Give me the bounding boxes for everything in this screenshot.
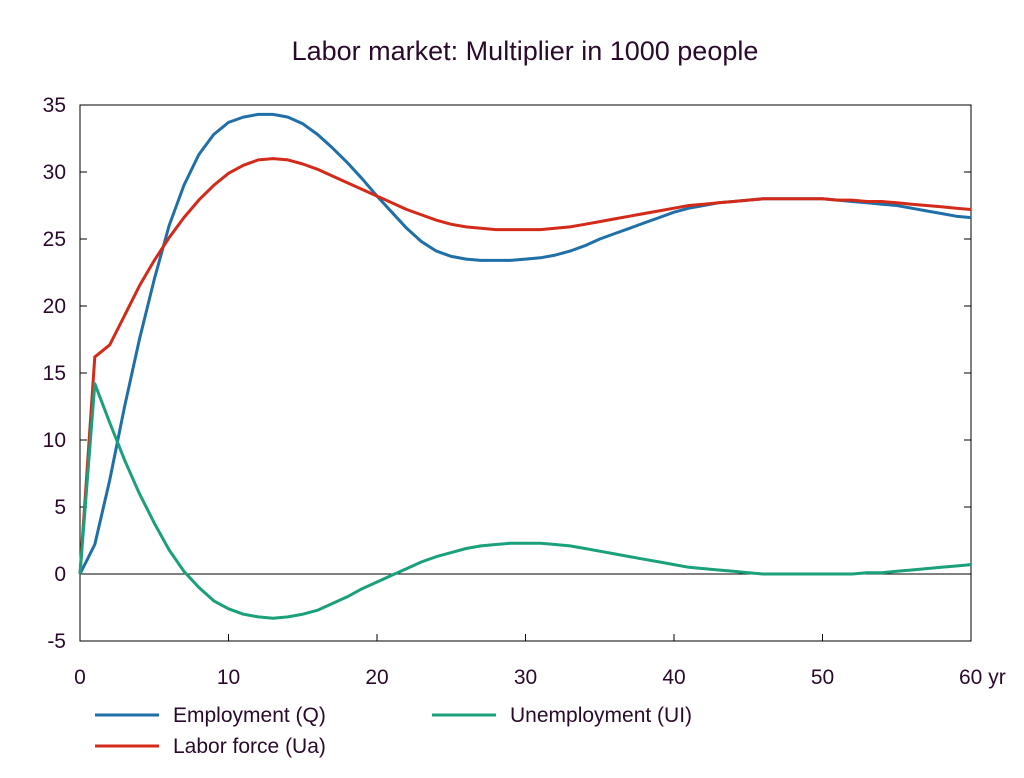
x-tick-label: 10 <box>217 666 240 689</box>
y-tick-label: 35 <box>43 94 66 117</box>
x-tick-label: 40 <box>662 666 685 689</box>
x-tick-label: 20 <box>365 666 388 689</box>
chart-title: Labor market: Multiplier in 1000 people <box>292 36 759 66</box>
series-lines <box>78 112 972 620</box>
legend-label: Unemployment (UI) <box>510 704 692 727</box>
x-axis: 0 10 20 30 40 50 60 yr <box>74 634 1006 689</box>
y-tick-label: 0 <box>54 563 66 586</box>
legend-label: Employment (Q) <box>173 704 326 727</box>
y-tick-label: 30 <box>43 161 66 184</box>
y-tick-label: 25 <box>43 228 66 251</box>
series-line-1 <box>78 112 972 575</box>
series-line-3 <box>78 382 972 620</box>
x-tick-label: 30 <box>514 666 537 689</box>
y-tick-label: 15 <box>43 362 66 385</box>
series-line-2 <box>78 157 972 575</box>
y-tick-label: 20 <box>43 295 66 318</box>
y-tick-label: 10 <box>43 429 66 452</box>
legend-label: Labor force (Ua) <box>173 735 326 758</box>
legend: Employment (Q) Labor force (Ua) Unemployme… <box>95 704 692 758</box>
x-tick-label: 50 <box>811 666 834 689</box>
x-tick-label: 0 <box>74 666 86 689</box>
x-tick-label: 60 yr <box>959 666 1006 689</box>
y-tick-label: 5 <box>54 496 66 519</box>
y-tick-label: -5 <box>47 630 66 653</box>
y-axis: -5 0 5 10 15 20 25 30 35 <box>43 94 971 653</box>
